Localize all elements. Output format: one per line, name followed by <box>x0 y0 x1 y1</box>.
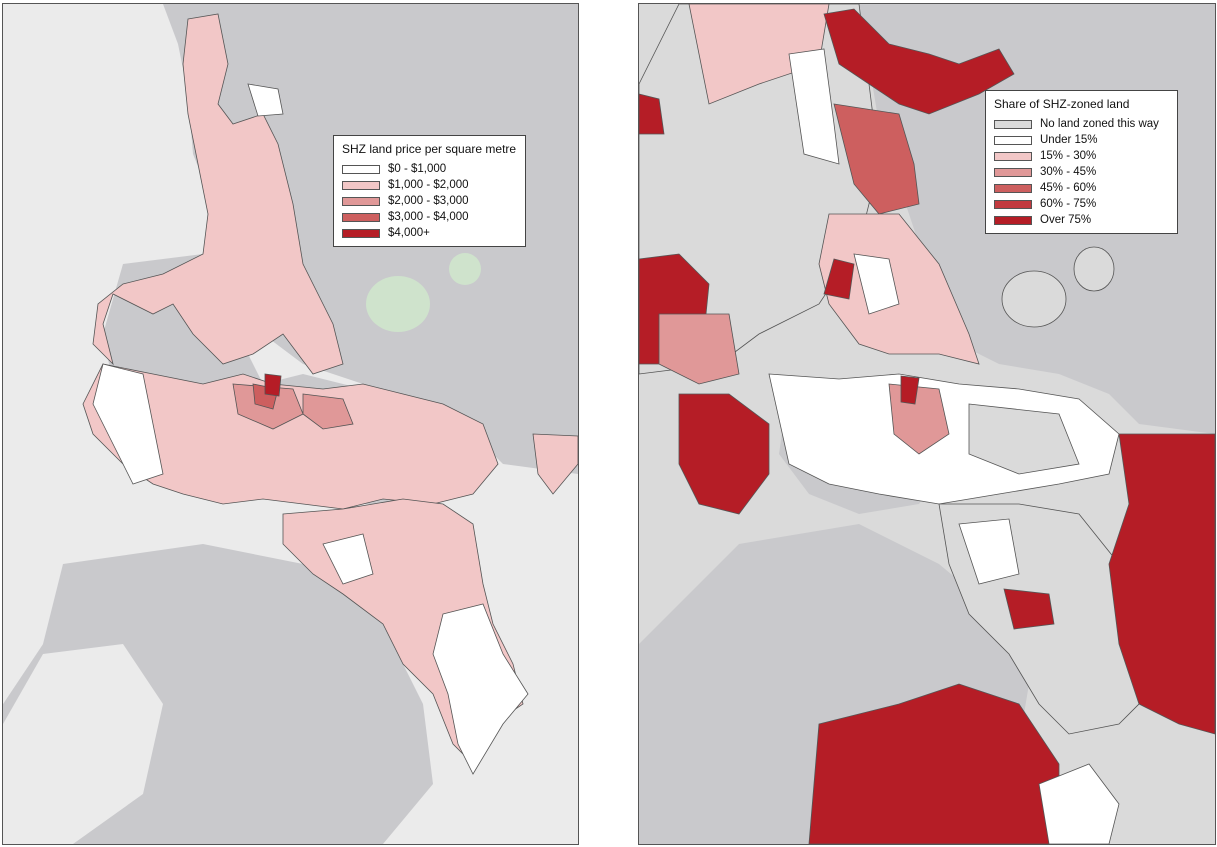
suburb-north-white <box>247 83 284 117</box>
suburb-class4 <box>264 373 282 397</box>
zone-light-north <box>688 4 830 105</box>
legend-label: 60% - 75% <box>1040 198 1097 210</box>
legend-item: 30% - 45% <box>994 164 1169 180</box>
legend-item: Over 75% <box>994 212 1169 228</box>
legend-item: 60% - 75% <box>994 196 1169 212</box>
legend-label: Under 15% <box>1040 134 1098 146</box>
legend-title: Share of SHZ-zoned land <box>994 97 1130 111</box>
legend-item: 45% - 60% <box>994 180 1169 196</box>
suburb-east <box>532 433 578 495</box>
zone-dark-south <box>1003 588 1055 630</box>
legend-item: $4,000+ <box>342 225 517 241</box>
island <box>1001 270 1067 328</box>
zone-dark-east <box>1108 433 1215 735</box>
legend-label: 30% - 45% <box>1040 166 1097 178</box>
land-price-map-canvas <box>3 4 578 844</box>
zone-white-south <box>958 518 1020 585</box>
legend-swatch <box>994 119 1032 129</box>
legend-title: SHZ land price per square metre <box>342 142 517 156</box>
legend-swatch <box>994 167 1032 177</box>
legend-label: $3,000 - $4,000 <box>388 211 469 223</box>
legend-swatch <box>342 228 380 238</box>
zone-white-bottom <box>1038 763 1120 844</box>
legend-item: $2,000 - $3,000 <box>342 193 517 209</box>
suburb-white-west <box>92 363 164 485</box>
zone-white-north <box>788 48 840 165</box>
zone-dark-northshore <box>823 258 855 300</box>
suburb-class2-east <box>302 393 354 430</box>
zone-class4-central <box>900 375 920 405</box>
zone-dark-west2 <box>678 393 770 515</box>
legend-label: $0 - $1,000 <box>388 163 447 175</box>
land-price-map[interactable]: SHZ land price per square metre $0 - $1,… <box>2 3 579 845</box>
legend-label: 45% - 60% <box>1040 182 1097 194</box>
zone-grey-central <box>968 403 1080 475</box>
legend-item: Under 15% <box>994 132 1169 148</box>
park-area <box>366 276 430 332</box>
legend-item: $1,000 - $2,000 <box>342 177 517 193</box>
zoning-legend: Share of SHZ-zoned land No land zoned th… <box>985 90 1178 234</box>
legend-swatch <box>994 199 1032 209</box>
park-area <box>449 253 481 285</box>
legend-label: $2,000 - $3,000 <box>388 195 469 207</box>
legend-item: 15% - 30% <box>994 148 1169 164</box>
west-coast-land <box>3 604 163 844</box>
legend-item: $0 - $1,000 <box>342 161 517 177</box>
legend-swatch <box>342 196 380 206</box>
zone-dark-topleft <box>639 93 665 135</box>
legend-item: No land zoned this way <box>994 116 1169 132</box>
legend-swatch <box>342 164 380 174</box>
zone-class2-west <box>658 313 740 385</box>
island <box>1073 246 1115 292</box>
legend-label: Over 75% <box>1040 214 1092 226</box>
legend-swatch <box>342 212 380 222</box>
legend-swatch <box>994 151 1032 161</box>
legend-label: 15% - 30% <box>1040 150 1097 162</box>
price-legend: SHZ land price per square metre $0 - $1,… <box>333 135 526 247</box>
legend-swatch <box>994 215 1032 225</box>
zone-dark-southwest <box>808 683 1060 844</box>
zone-class3-north <box>833 103 920 215</box>
legend-item: $3,000 - $4,000 <box>342 209 517 225</box>
legend-swatch <box>994 135 1032 145</box>
suburb-white-south <box>432 603 529 775</box>
legend-label: No land zoned this way <box>1040 118 1159 130</box>
legend-swatch <box>342 180 380 190</box>
zoning-share-map[interactable]: Share of SHZ-zoned land No land zoned th… <box>638 3 1216 845</box>
suburb-white-mid <box>322 533 374 585</box>
legend-swatch <box>994 183 1032 193</box>
legend-label: $1,000 - $2,000 <box>388 179 469 191</box>
legend-label: $4,000+ <box>388 227 430 239</box>
zone-dark-north <box>823 8 1015 115</box>
zone-white-northshore <box>853 253 900 315</box>
